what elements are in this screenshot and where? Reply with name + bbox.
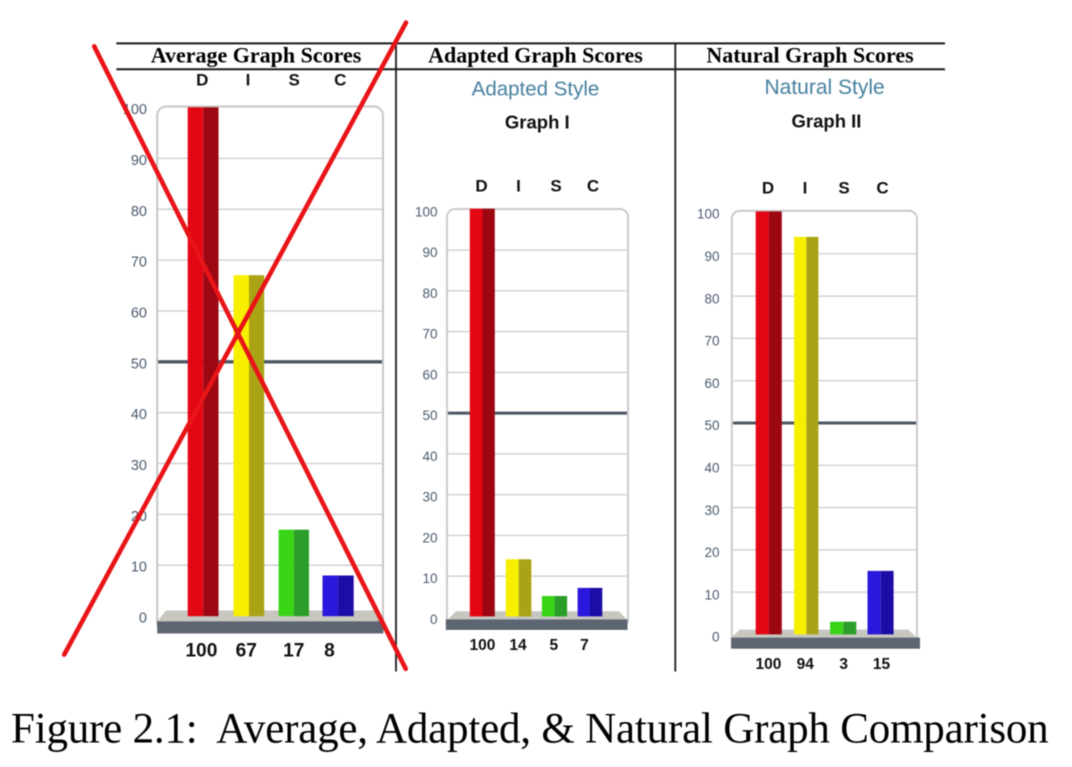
svg-text:C: C <box>334 71 346 90</box>
svg-text:S: S <box>289 71 300 90</box>
svg-text:70: 70 <box>131 255 147 271</box>
svg-text:80: 80 <box>704 291 719 306</box>
svg-text:10: 10 <box>704 587 719 602</box>
svg-text:I: I <box>803 178 808 197</box>
svg-text:90: 90 <box>131 153 147 169</box>
svg-text:0: 0 <box>430 612 438 627</box>
svg-text:50: 50 <box>131 356 147 372</box>
svg-text:60: 60 <box>131 306 147 322</box>
svg-text:90: 90 <box>704 249 719 264</box>
svg-text:90: 90 <box>422 245 437 260</box>
svg-text:I: I <box>516 177 521 196</box>
svg-text:D: D <box>196 71 208 90</box>
svg-text:Average Graph Scores: Average Graph Scores <box>151 43 362 68</box>
svg-text:20: 20 <box>704 545 719 560</box>
svg-text:D: D <box>762 178 774 197</box>
svg-text:0: 0 <box>139 611 147 627</box>
svg-text:30: 30 <box>422 490 437 505</box>
svg-text:3: 3 <box>839 656 848 673</box>
svg-text:100: 100 <box>415 204 438 219</box>
svg-text:17: 17 <box>283 641 304 662</box>
svg-text:I: I <box>246 71 251 90</box>
svg-text:14: 14 <box>509 637 527 654</box>
svg-text:50: 50 <box>422 408 437 423</box>
svg-text:20: 20 <box>422 531 437 546</box>
svg-text:67: 67 <box>236 641 257 662</box>
svg-text:0: 0 <box>712 630 720 645</box>
svg-text:Adapted Style: Adapted Style <box>472 78 600 101</box>
svg-text:50: 50 <box>704 418 719 433</box>
svg-text:S: S <box>838 178 849 197</box>
svg-text:100: 100 <box>469 637 495 654</box>
svg-text:70: 70 <box>704 334 719 349</box>
svg-text:40: 40 <box>422 449 437 464</box>
svg-text:7: 7 <box>580 637 589 654</box>
svg-text:100: 100 <box>697 207 720 222</box>
svg-text:60: 60 <box>422 368 437 383</box>
svg-text:10: 10 <box>131 560 147 576</box>
svg-text:80: 80 <box>422 286 437 301</box>
svg-text:S: S <box>550 177 561 196</box>
svg-text:100: 100 <box>185 641 217 662</box>
svg-text:15: 15 <box>873 656 891 673</box>
svg-text:100: 100 <box>755 656 781 673</box>
svg-text:C: C <box>587 177 599 196</box>
svg-text:Graph II: Graph II <box>792 110 862 131</box>
svg-text:80: 80 <box>131 204 147 220</box>
svg-text:10: 10 <box>422 571 437 586</box>
svg-text:Adapted Graph Scores: Adapted Graph Scores <box>428 43 643 68</box>
svg-text:Natural Graph Scores: Natural Graph Scores <box>706 43 914 68</box>
svg-text:5: 5 <box>549 637 558 654</box>
svg-text:D: D <box>475 177 487 196</box>
svg-text:60: 60 <box>704 376 719 391</box>
svg-text:Graph I: Graph I <box>505 112 570 133</box>
svg-text:8: 8 <box>324 641 335 662</box>
svg-text:70: 70 <box>422 327 437 342</box>
svg-text:30: 30 <box>704 503 719 518</box>
svg-text:40: 40 <box>131 407 147 423</box>
svg-text:C: C <box>876 178 888 197</box>
svg-text:40: 40 <box>704 461 719 476</box>
svg-text:94: 94 <box>797 656 815 673</box>
svg-text:30: 30 <box>131 458 147 474</box>
svg-text:Natural Style: Natural Style <box>764 76 884 99</box>
svg-text:Figure 2.1: Average, Adapted,: Figure 2.1: Average, Adapted, & Natural … <box>11 705 1048 752</box>
